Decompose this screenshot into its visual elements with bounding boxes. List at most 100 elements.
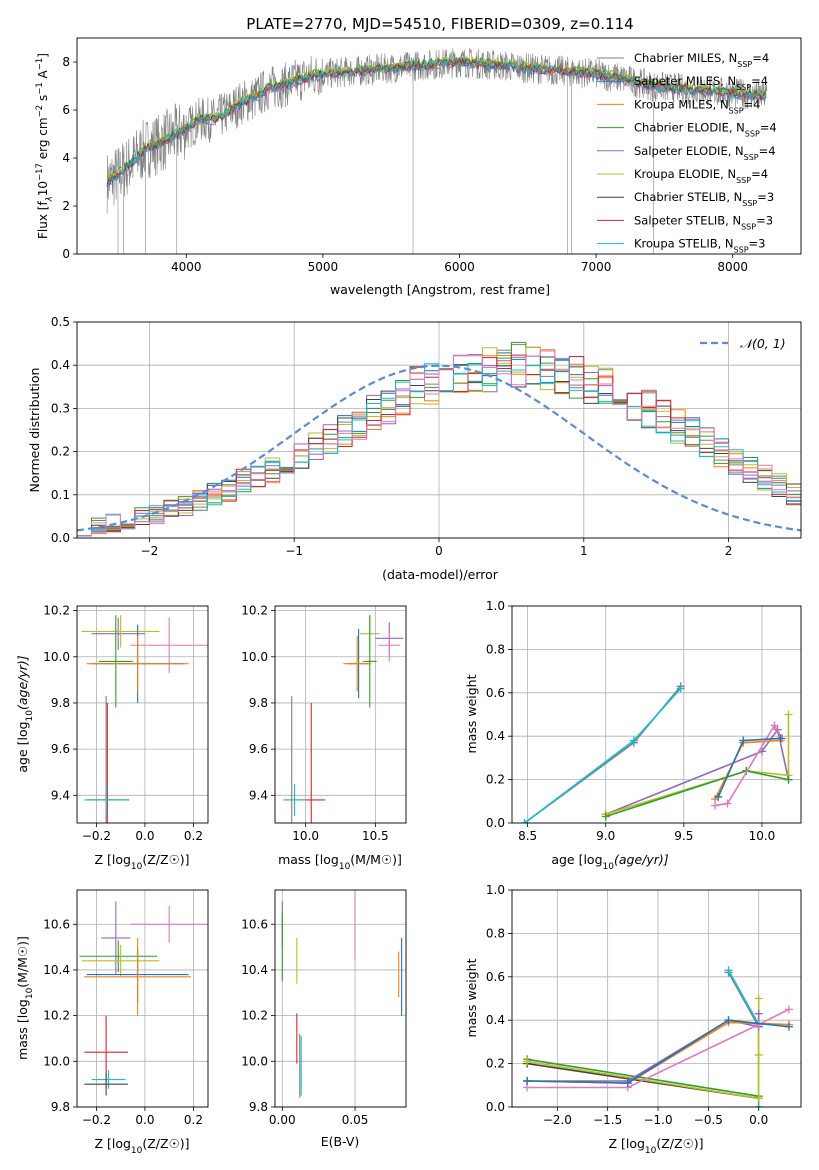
legend-entry: Salpeter MILES, NSSP=4 xyxy=(634,74,768,92)
mass-weight-marker xyxy=(523,1076,532,1085)
massweight-vs-Z-frame xyxy=(511,889,802,1108)
mass-weight-marker xyxy=(754,994,763,1003)
residuals-ytick-label: 0.0 xyxy=(51,531,70,545)
residuals-xtick-label: −2 xyxy=(141,544,159,558)
mass-vs-Z-ytick-label: 10.6 xyxy=(43,917,70,931)
massweight-vs-age-ytick-label: 1.0 xyxy=(486,599,505,613)
mass-vs-ebv-xtick-label: 0.00 xyxy=(269,1113,296,1127)
mass-weight-line xyxy=(526,1058,759,1097)
spectrum-xlabel: wavelength [Angstrom, rest frame] xyxy=(330,282,550,297)
massweight-vs-Z-ytick-label: 1.0 xyxy=(486,883,505,897)
residuals-plot-area xyxy=(77,341,801,537)
age-vs-mass-ytick-label: 9.6 xyxy=(249,742,268,756)
legend-entry: 𝒩(0, 1) xyxy=(740,336,786,351)
mwAge-xlabel: age [log10(age/yr)] xyxy=(551,852,668,872)
spectrum-ytick-label: 2 xyxy=(62,199,70,213)
massweight-vs-age-xtick-label: 9.5 xyxy=(674,829,693,843)
mwZ-ylabel: mass weight xyxy=(464,958,479,1037)
mass-vs-Z-ytick-label: 10.4 xyxy=(43,963,70,977)
mass-vs-Z-xtick-label: 0.2 xyxy=(184,1113,203,1127)
age-vs-Z-xtick-label: 0.2 xyxy=(184,829,203,843)
massweight-vs-age-ytick-label: 0.2 xyxy=(486,773,505,787)
mass-weight-line xyxy=(524,685,682,823)
spectrum-xtick-label: 7000 xyxy=(581,260,612,274)
age-vs-Z-frame xyxy=(76,605,209,824)
massweight-vs-age-plot-area xyxy=(520,682,793,823)
figure-title: PLATE=2770, MJD=54510, FIBERID=0309, z=0… xyxy=(246,15,633,33)
massweight-vs-age-frame xyxy=(511,605,802,824)
spectrum-xtick-label: 5000 xyxy=(308,260,339,274)
mass-weight-line xyxy=(727,972,760,1107)
massweight-vs-Z-xtick-label: −1.0 xyxy=(643,1113,672,1127)
age-vs-mass-ytick-label: 10.2 xyxy=(241,604,268,618)
massweight-vs-age-axes: 8.5 9.0 9.5 10.0 0.0 0.2 0.4 0.6 0.8 1.0 age [log1… xyxy=(464,599,802,872)
massweight-vs-Z-xtick-label: −1.5 xyxy=(593,1113,622,1127)
mass-vs-Z-ytick-label: 9.8 xyxy=(51,1100,70,1114)
ageZ-ylabel: age [log10(age/yr)] xyxy=(15,655,35,772)
massweight-vs-age-ytick-label: 0.0 xyxy=(486,816,505,830)
age-vs-Z-ytick-label: 9.6 xyxy=(51,742,70,756)
spectrum-ytick-label: 4 xyxy=(62,151,70,165)
mass-weight-marker xyxy=(754,1094,763,1103)
age-vs-mass-ytick-label: 9.4 xyxy=(249,788,268,802)
legend-entry: Chabrier STELIB, NSSP=3 xyxy=(634,190,774,208)
mass-weight-marker xyxy=(676,684,685,693)
age-vs-Z-xtick-label: −0.2 xyxy=(82,829,111,843)
residuals-ytick-label: 0.2 xyxy=(51,445,70,459)
mass-weight-marker xyxy=(739,736,748,745)
age-vs-mass-ytick-label: 9.8 xyxy=(249,696,268,710)
residuals-ytick-label: 0.4 xyxy=(51,358,70,372)
mass-weight-marker xyxy=(623,1079,632,1088)
mass-vs-ebv-ytick-label: 10.4 xyxy=(241,963,268,977)
massEbv-xlabel: E(B-V) xyxy=(321,1134,360,1149)
massweight-vs-Z-axes: −2.0 −1.5 −1.0 −0.5 0.0 0.0 0.2 0.4 0.6 0.8 1.0 Z [… xyxy=(464,883,802,1156)
massweight-vs-Z-ytick-label: 0.2 xyxy=(486,1057,505,1071)
mass-vs-ebv-axes: 0.00 0.05 9.8 10.0 10.2 10.4 10.6 E(B-V) xyxy=(241,889,407,1149)
residuals-xtick-label: 1 xyxy=(580,544,588,558)
spectrum-ytick-label: 8 xyxy=(62,55,70,69)
mass-weight-line xyxy=(524,687,682,823)
massweight-vs-age-ytick-label: 0.8 xyxy=(486,642,505,656)
massweight-vs-age-xtick-label: 10.0 xyxy=(749,829,776,843)
ageMass-xlabel: mass [log10(M/M☉)] xyxy=(278,852,402,872)
massweight-vs-Z-xtick-label: −0.5 xyxy=(694,1113,723,1127)
residual-xlabel: (data-model)/error xyxy=(382,567,499,582)
age-vs-Z-ytick-label: 10.2 xyxy=(43,604,70,618)
mass-weight-marker xyxy=(784,710,793,719)
mass-weight-marker xyxy=(711,801,720,810)
mwAge-ylabel: mass weight xyxy=(464,674,479,753)
age-vs-mass-axes: 10.0 10.5 9.4 9.6 9.8 10.0 10.2 mass [log10(M/M… xyxy=(241,604,407,872)
mass-vs-Z-plot-area xyxy=(79,901,208,1096)
massweight-vs-age-xtick-label: 9.0 xyxy=(596,829,615,843)
spectrum-axes: 4000 5000 6000 7000 8000 0 2 4 6 8 Chabrier MILES,… xyxy=(35,37,802,297)
spectrum-model-line xyxy=(106,57,767,187)
residuals-ytick-label: 0.1 xyxy=(51,488,70,502)
mass-vs-ebv-ytick-label: 10.0 xyxy=(241,1054,268,1068)
mass-vs-Z-axes: −0.2 0.0 0.2 9.8 10.0 10.2 10.4 10.6 Z [log10(Z/… xyxy=(15,889,209,1156)
spectrum-plot-area xyxy=(106,48,768,254)
mass-weight-marker xyxy=(784,1022,793,1031)
mass-vs-ebv-ytick-label: 10.2 xyxy=(241,1009,268,1023)
residuals-ytick-label: 0.5 xyxy=(51,315,70,329)
mass-weight-marker xyxy=(723,799,732,808)
legend-entry: Kroupa STELIB, NSSP=3 xyxy=(634,237,765,255)
mass-vs-Z-ytick-label: 10.0 xyxy=(43,1054,70,1068)
mass-weight-line xyxy=(526,998,760,1100)
spectrum-xtick-label: 4000 xyxy=(171,260,202,274)
mass-vs-ebv-frame xyxy=(274,889,407,1108)
age-vs-mass-ytick-label: 10.0 xyxy=(241,650,268,664)
mass-weight-line xyxy=(527,1019,789,1084)
massZ-ylabel: mass [log10(M/M☉)] xyxy=(15,936,35,1060)
spectrum-frame xyxy=(76,37,802,255)
age-vs-Z-plot-area xyxy=(81,615,208,823)
mass-weight-marker xyxy=(520,819,529,823)
residuals-xtick-label: −1 xyxy=(285,544,303,558)
residuals-axes: −2 −1 0 1 2 0.0 0.1 0.2 0.3 0.4 0.5 𝒩(0, 1) (data-mo… xyxy=(27,315,802,582)
mass-weight-line xyxy=(605,714,790,816)
legend-entry: Salpeter ELODIE, NSSP=4 xyxy=(634,144,776,162)
massweight-vs-Z-xtick-label: 0.0 xyxy=(749,1113,768,1127)
spectrum-ylabel: Flux [fλ10−17 erg cm−2 s−1 A−1] xyxy=(35,53,55,239)
massweight-vs-age-ytick-label: 0.4 xyxy=(486,729,505,743)
age-vs-mass-frame xyxy=(274,605,407,824)
mass-weight-marker xyxy=(754,1009,763,1018)
